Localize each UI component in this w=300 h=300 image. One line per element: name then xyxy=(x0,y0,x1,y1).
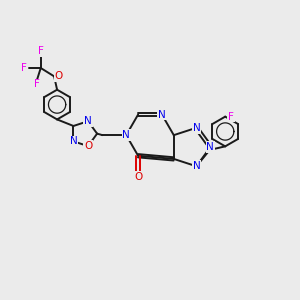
Text: N: N xyxy=(193,161,200,171)
Text: F: F xyxy=(38,46,44,56)
Text: O: O xyxy=(55,71,63,81)
Text: O: O xyxy=(84,141,92,151)
Text: N: N xyxy=(84,116,92,126)
Text: F: F xyxy=(21,63,26,73)
Text: N: N xyxy=(158,110,166,119)
Text: N: N xyxy=(206,142,214,152)
Text: O: O xyxy=(134,172,142,182)
Text: N: N xyxy=(70,136,77,146)
Text: F: F xyxy=(228,112,234,122)
Text: F: F xyxy=(34,80,40,89)
Text: N: N xyxy=(122,130,130,140)
Text: N: N xyxy=(193,123,200,133)
